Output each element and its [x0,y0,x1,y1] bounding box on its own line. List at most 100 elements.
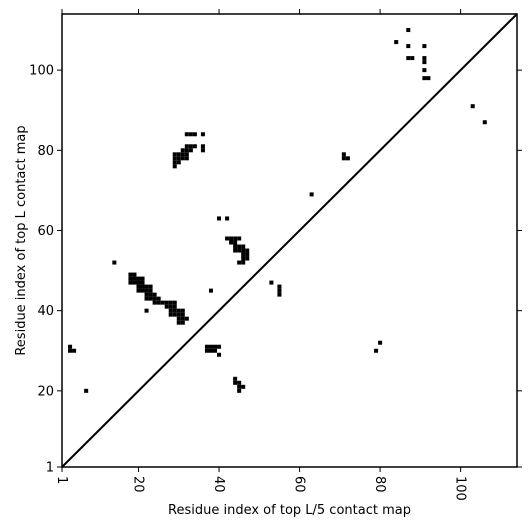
contact-point [180,312,185,317]
contact-point [164,300,169,305]
contact-point [341,152,346,157]
contact-point [188,148,193,153]
contact-point [184,152,189,157]
x-tick-label: 20 [131,476,146,493]
contact-point [176,308,181,313]
contact-point [233,380,238,385]
contact-point [422,68,427,73]
contact-point [406,28,411,33]
contact-point [229,240,234,245]
contact-point [422,76,427,81]
y-tick-label: 60 [37,224,54,239]
contact-point [176,156,181,161]
contact-point [184,316,189,321]
x-tick-label: 1 [54,476,69,484]
contact-point [213,344,218,349]
contact-point [426,76,431,81]
contact-point [172,156,177,161]
contact-point [84,388,89,393]
contact-point [176,320,181,325]
contact-point [241,248,246,253]
contact-point [345,156,350,161]
contact-point [184,132,189,137]
contact-point [233,244,238,249]
contact-point [152,296,157,301]
contact-point [168,308,173,313]
contact-point [192,144,197,149]
x-axis-ticks: 1 20 40 60 80 100 [54,9,468,501]
contact-point [180,320,185,325]
y-tick-label: 1 [46,461,54,476]
contact-point [128,272,133,277]
contact-point [172,300,177,305]
contact-point [406,56,411,61]
contact-point [277,288,282,293]
contact-point [200,132,205,137]
contact-point [168,304,173,309]
contact-point [144,292,149,297]
contact-point [172,312,177,317]
contact-point [378,340,383,345]
contact-point [422,44,427,49]
contact-point [68,344,73,349]
contact-point [180,148,185,153]
contact-point [152,292,157,297]
contact-point [128,280,133,285]
contact-point [168,312,173,317]
y-tick-label: 40 [37,304,54,319]
contact-point [136,288,141,293]
contact-point [237,244,242,249]
contact-point [148,288,153,293]
contact-point [184,156,189,161]
contact-point [132,276,137,281]
contact-point [172,152,177,157]
contact-point [233,236,238,241]
contact-point [237,236,242,241]
contact-point [208,288,213,293]
contact-point [68,348,73,353]
contact-point [217,216,222,221]
contact-point [144,296,149,301]
x-tick-label: 100 [453,476,468,501]
contact-point [394,40,399,45]
contact-point [241,384,246,389]
contact-point [233,248,238,253]
contact-point [200,144,205,149]
contact-point [217,344,222,349]
contact-point [188,132,193,137]
contact-point [217,352,222,357]
contact-point [470,104,475,109]
x-tick-label: 80 [372,476,387,493]
contact-point [144,308,149,313]
contact-point [277,284,282,289]
contact-point [168,300,173,305]
contact-points [68,28,487,393]
contact-point [245,248,250,253]
contact-point [180,156,185,161]
contact-point [208,348,213,353]
contact-point [112,260,117,265]
contact-point [204,348,209,353]
contact-point [422,56,427,61]
contact-point [180,316,185,321]
contact-point [188,144,193,149]
contact-point [241,244,246,249]
contact-point [156,296,161,301]
contact-point [176,152,181,157]
contact-point [172,160,177,165]
contact-point [160,300,165,305]
plot-frame [61,13,518,468]
contact-point [144,284,149,289]
contact-point [140,280,145,285]
contact-point [237,388,242,393]
contact-point [148,296,153,301]
contact-point [132,280,137,285]
contact-point [237,380,242,385]
contact-point [245,252,250,257]
contact-point [241,256,246,261]
y-axis-ticks: 1 20 40 60 80 100 [29,64,522,476]
contact-point [164,304,169,309]
y-tick-label: 20 [37,384,54,399]
contact-point [180,308,185,313]
contact-point [309,192,314,197]
